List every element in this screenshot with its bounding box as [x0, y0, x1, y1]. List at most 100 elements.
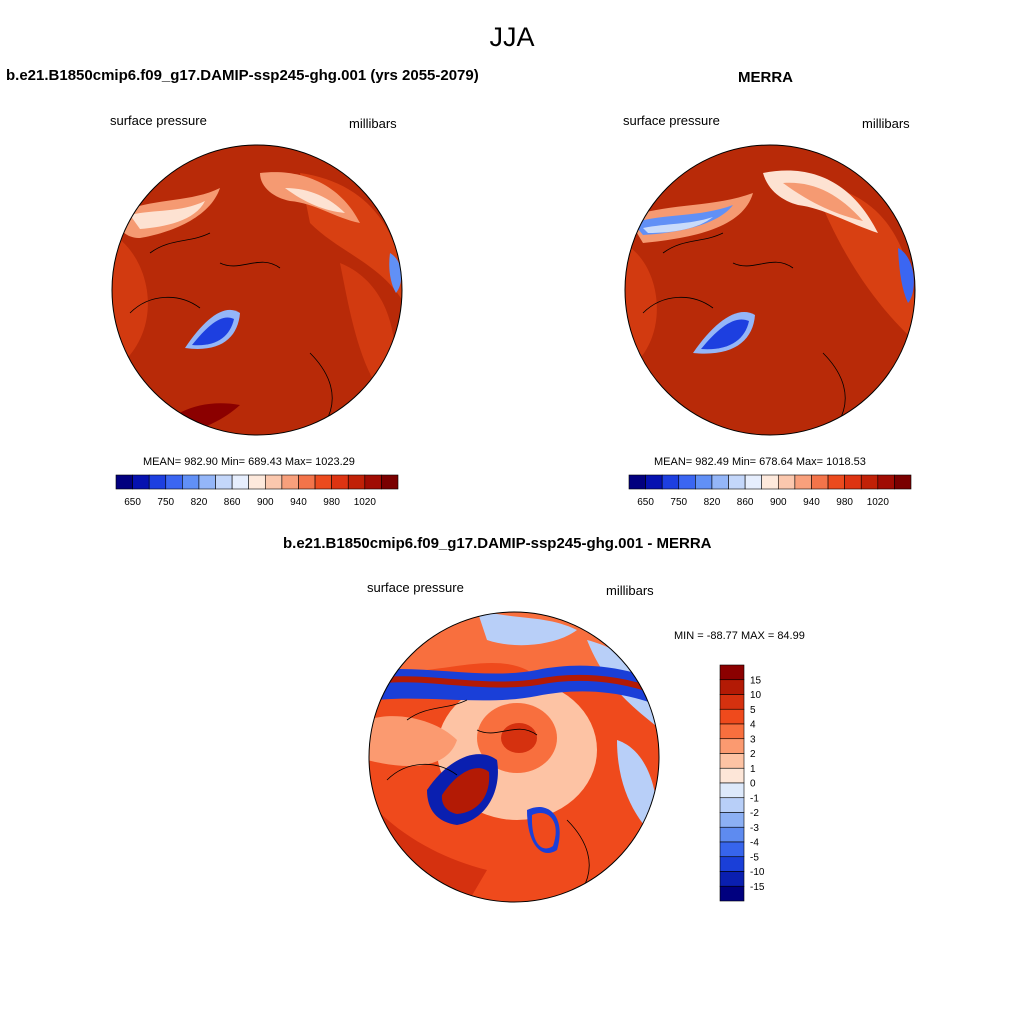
colorbar-tick-label: 940: [290, 497, 307, 508]
colorbar-tick-label: 0: [750, 779, 756, 790]
panel2-units-label: millibars: [862, 116, 910, 131]
colorbar-swatch: [115, 474, 133, 490]
colorbar-tick-label: -15: [750, 882, 765, 893]
colorbar-swatch: [711, 474, 729, 490]
colorbar-swatch: [719, 679, 745, 695]
colorbar-swatch: [198, 474, 216, 490]
panel2-stats: MEAN= 982.49 Min= 678.64 Max= 1018.53: [654, 456, 866, 468]
colorbar-swatch: [719, 782, 745, 799]
panel1-variable-label: surface pressure: [110, 113, 207, 128]
panel3-variable-label: surface pressure: [367, 580, 464, 595]
colorbar-swatch: [719, 708, 745, 725]
panel3-stats: MIN = -88.77 MAX = 84.99: [674, 630, 805, 642]
colorbar-swatch: [381, 474, 399, 490]
colorbar-swatch: [298, 474, 316, 490]
colorbar-swatch: [281, 474, 299, 490]
colorbar-swatch: [728, 474, 746, 490]
colorbar-swatch: [719, 664, 745, 681]
colorbar-tick-label: 860: [224, 497, 241, 508]
colorbar-swatch: [719, 812, 745, 828]
colorbar-swatch: [719, 885, 745, 902]
colorbar-swatch: [744, 474, 763, 490]
panel2-variable-label: surface pressure: [623, 113, 720, 128]
colorbar-tick-label: 2: [750, 749, 756, 760]
colorbar-swatch: [695, 474, 713, 490]
colorbar-swatch: [811, 474, 829, 490]
colorbar-swatch: [645, 474, 663, 490]
colorbar-tick-label: 860: [737, 497, 754, 508]
colorbar-swatch: [719, 826, 745, 843]
colorbar-tick-label: 1020: [354, 497, 377, 508]
colorbar-tick-label: 980: [836, 497, 853, 508]
colorbar-swatch: [264, 474, 283, 490]
colorbar-swatch: [331, 474, 349, 490]
panel1-units-label: millibars: [349, 116, 397, 131]
colorbar-swatch: [364, 474, 382, 490]
colorbar-swatch: [860, 474, 879, 490]
colorbar-swatch: [844, 474, 862, 490]
colorbar-tick-label: -10: [750, 867, 765, 878]
panel1-colorbar: 650 750 820 860 900 940 980 1020: [115, 474, 399, 508]
page-title: JJA: [489, 22, 535, 52]
colorbar-tick-label: 820: [704, 497, 721, 508]
colorbar-swatch: [719, 797, 745, 813]
colorbar-swatch: [719, 871, 745, 887]
colorbar-tick-label: 650: [637, 497, 654, 508]
panel2-colorbar: 650 750 820 860 900 940 980 1020: [628, 474, 912, 508]
colorbar-swatch: [761, 474, 779, 490]
colorbar-swatch: [719, 694, 745, 710]
colorbar-swatch: [719, 738, 745, 754]
panel1-title: b.e21.B1850cmip6.f09_g17.DAMIP-ssp245-gh…: [6, 67, 479, 84]
colorbar-tick-label: -3: [750, 823, 759, 834]
colorbar-swatch: [719, 753, 745, 769]
colorbar-swatch: [248, 474, 266, 490]
colorbar-swatch: [165, 474, 183, 490]
colorbar-tick-label: -1: [750, 793, 759, 804]
panel3-polar-map: [368, 611, 660, 903]
colorbar-tick-label: 5: [750, 705, 756, 716]
panel3-title: b.e21.B1850cmip6.f09_g17.DAMIP-ssp245-gh…: [283, 535, 712, 552]
panel1-polar-map: [111, 144, 403, 436]
colorbar-tick-label: -5: [750, 852, 759, 863]
colorbar-tick-label: 4: [750, 720, 756, 731]
panel1-stats: MEAN= 982.90 Min= 689.43 Max= 1023.29: [143, 456, 355, 468]
colorbar-swatch: [148, 474, 167, 490]
panel2-base-field: [625, 145, 915, 435]
colorbar-tick-label: 750: [670, 497, 687, 508]
colorbar-tick-label: 10: [750, 690, 762, 701]
panel2-polar-map: [624, 144, 916, 436]
colorbar-tick-label: 980: [323, 497, 340, 508]
colorbar-swatch: [132, 474, 150, 490]
colorbar-swatch: [877, 474, 895, 490]
panel2-title: MERRA: [738, 69, 793, 86]
colorbar-swatch: [182, 474, 200, 490]
colorbar-tick-label: -4: [750, 838, 759, 849]
colorbar-swatch: [719, 723, 745, 740]
colorbar-tick-label: 900: [770, 497, 787, 508]
colorbar-swatch: [719, 767, 745, 784]
colorbar-swatch: [678, 474, 696, 490]
colorbar-tick-label: 3: [750, 734, 756, 745]
colorbar-swatch: [628, 474, 646, 490]
colorbar-swatch: [777, 474, 796, 490]
colorbar-swatch: [719, 856, 745, 872]
colorbar-tick-label: 750: [157, 497, 174, 508]
colorbar-swatch: [794, 474, 812, 490]
colorbar-tick-label: 15: [750, 675, 762, 686]
colorbar-tick-label: 1: [750, 764, 756, 775]
colorbar-tick-label: -2: [750, 808, 759, 819]
colorbar-tick-label: 650: [124, 497, 141, 508]
colorbar-tick-label: 940: [803, 497, 820, 508]
colorbar-swatch: [719, 841, 745, 858]
colorbar-tick-label: 1020: [867, 497, 890, 508]
colorbar-tick-label: 900: [257, 497, 274, 508]
colorbar-swatch: [231, 474, 250, 490]
colorbar-tick-label: 820: [191, 497, 208, 508]
colorbar-swatch: [314, 474, 332, 490]
colorbar-swatch: [215, 474, 233, 490]
colorbar-swatch: [827, 474, 845, 490]
panel3-units-label: millibars: [606, 583, 654, 598]
colorbar-swatch: [661, 474, 680, 490]
colorbar-swatch: [894, 474, 912, 490]
